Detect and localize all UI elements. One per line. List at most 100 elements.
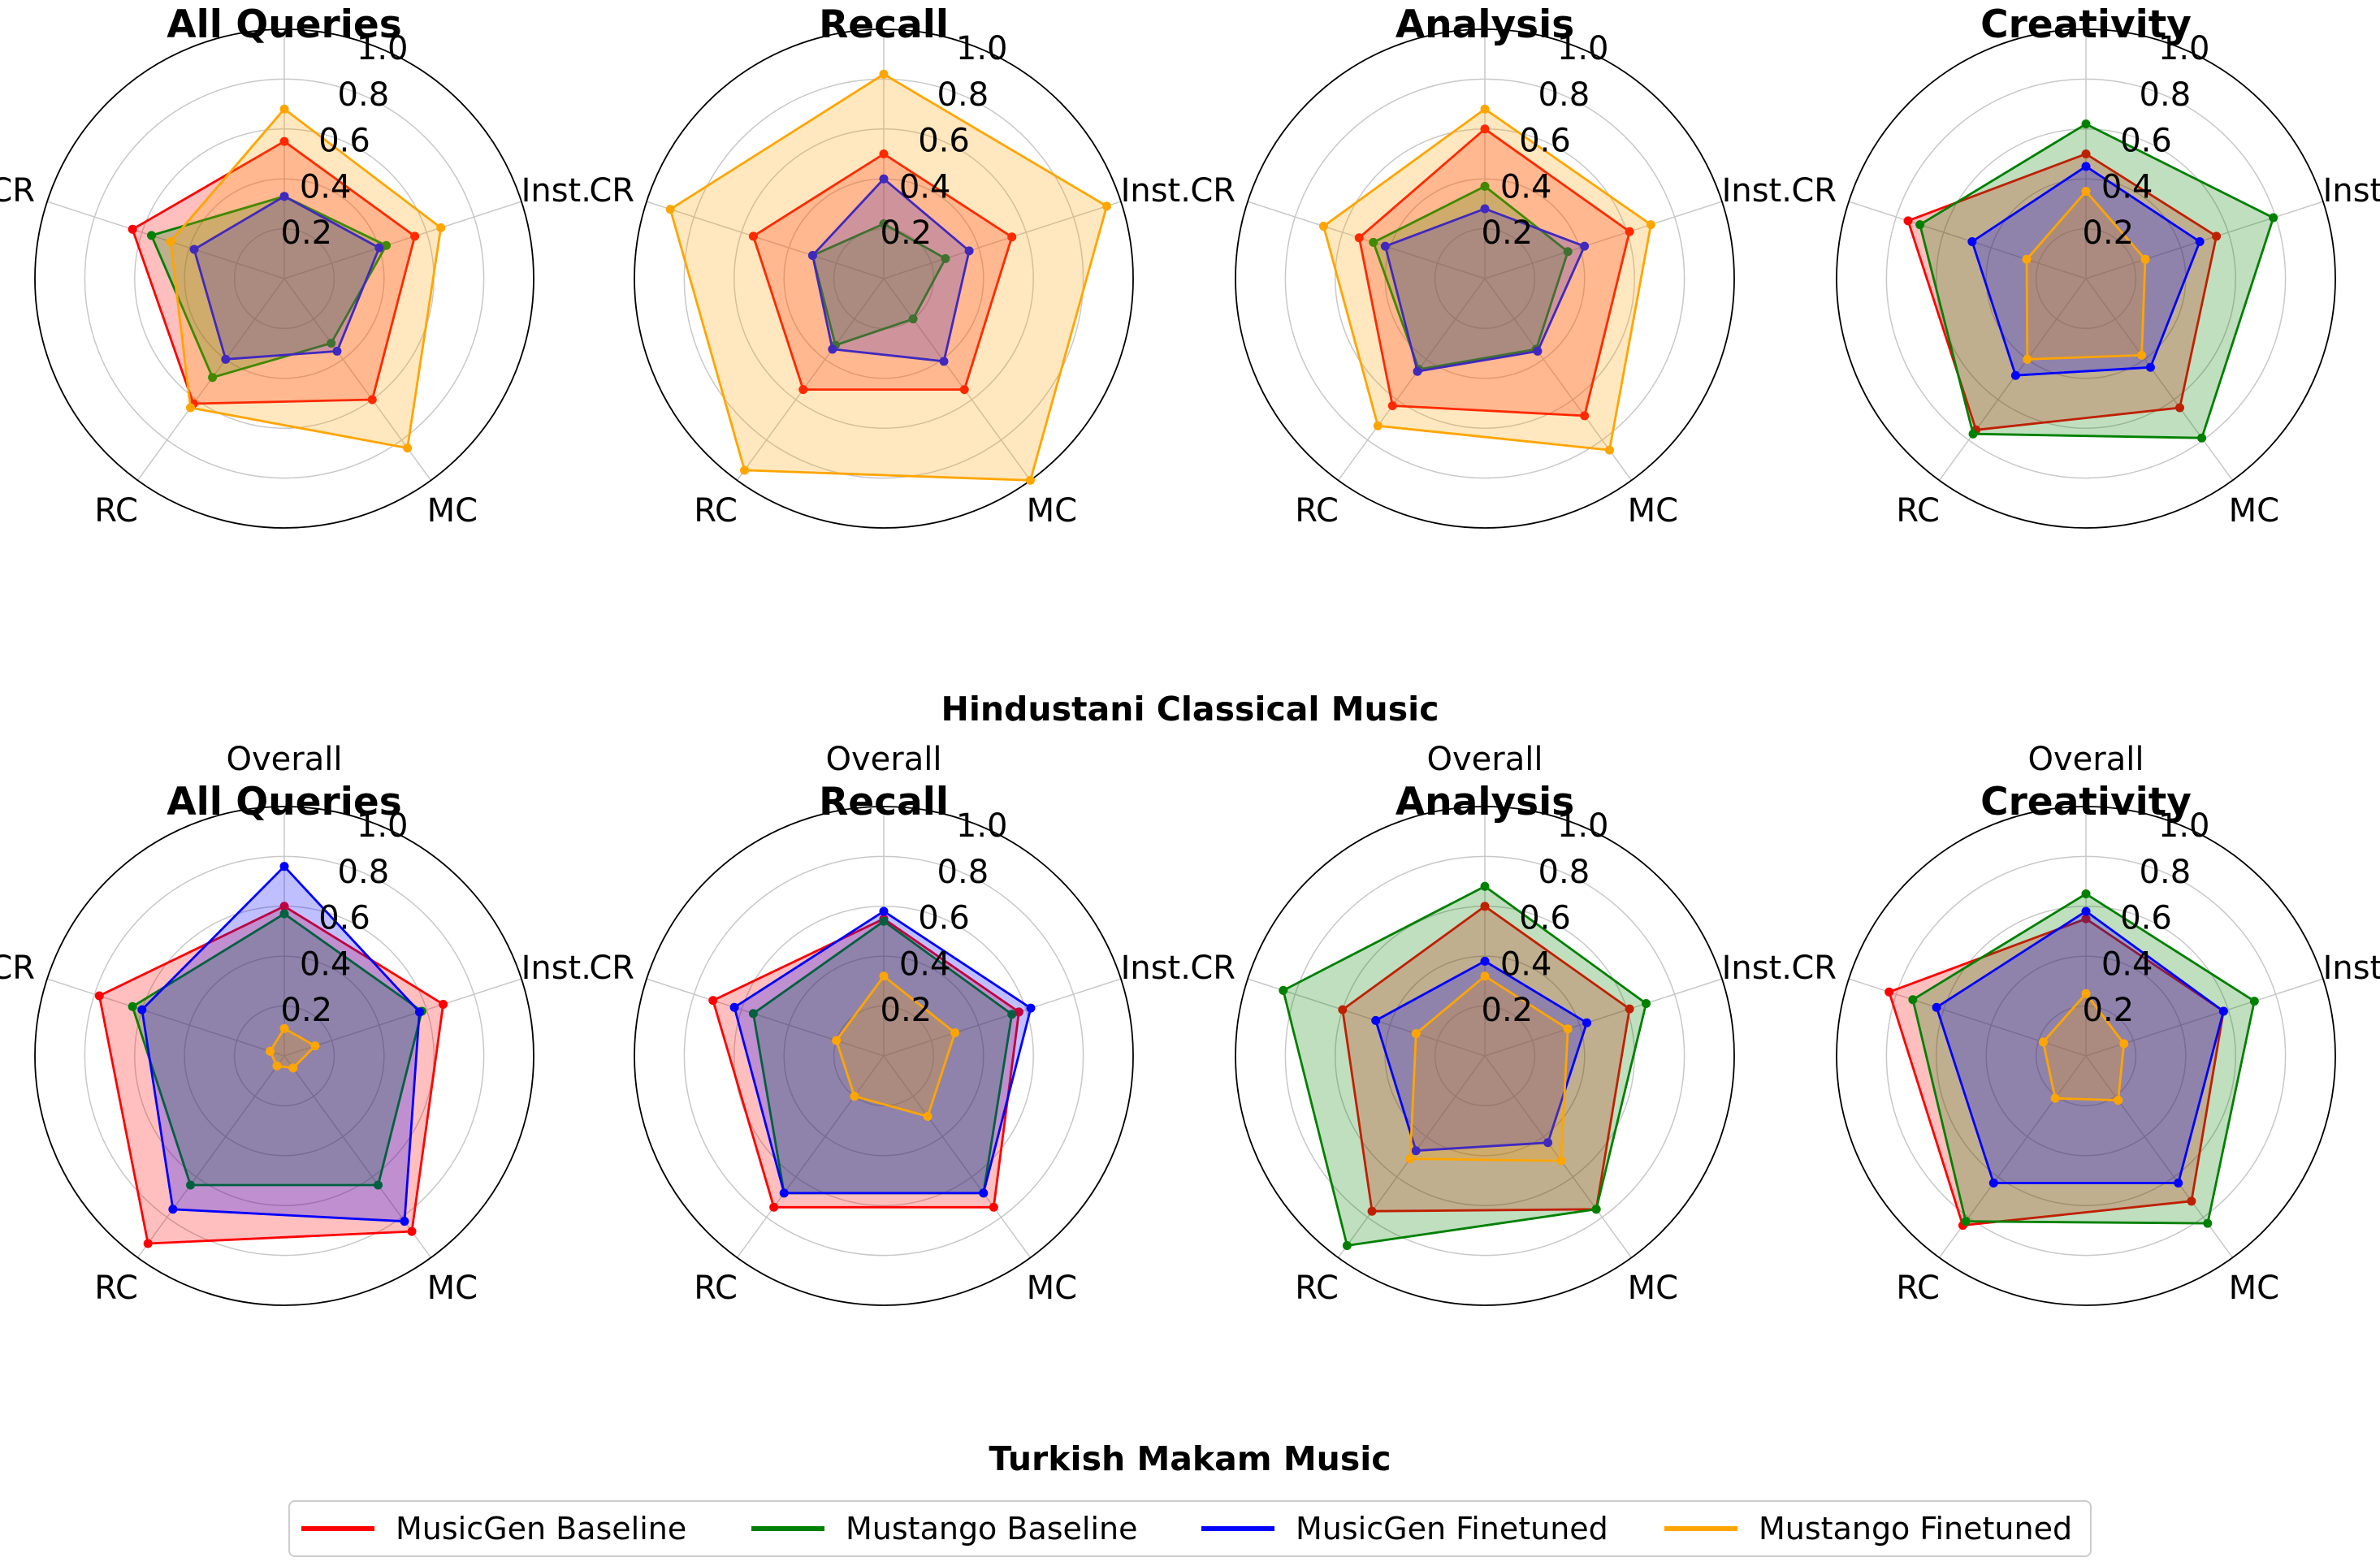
point-mustango-baseline-mc — [2197, 433, 2207, 443]
point-mustango-finetuned-rc — [1373, 421, 1383, 430]
point-musicgen-finetuned-inst — [414, 1007, 424, 1017]
point-mustango-finetuned-cr — [166, 236, 175, 246]
legend-label-musicgen-baseline: MusicGen Baseline — [396, 1511, 687, 1547]
point-musicgen-finetuned-mc — [939, 357, 949, 366]
spoke-rc — [136, 1055, 285, 1258]
tick-label: 0.6 — [2120, 900, 2172, 937]
legend-label-mustango-finetuned: Mustango Finetuned — [1759, 1511, 2073, 1547]
outer-circle — [1235, 806, 1735, 1306]
point-mustango-baseline-cr — [748, 1009, 758, 1019]
point-mustango-baseline-rc — [1968, 429, 1978, 439]
point-mustango-baseline-cr — [1915, 220, 1925, 230]
axis-label-mc: MC — [1027, 1270, 1077, 1307]
point-mustango-finetuned-inst — [950, 1028, 960, 1038]
series-musicgen-finetuned — [1384, 207, 1586, 373]
point-musicgen-finetuned-cr — [189, 244, 199, 254]
point-mustango-baseline-cr — [128, 1001, 137, 1011]
tick-label: 0.8 — [1538, 854, 1590, 891]
point-mustango-finetuned-cr — [1318, 221, 1328, 231]
point-mustango-baseline-cr — [1279, 985, 1288, 995]
point-musicgen-finetuned-cr — [729, 1002, 739, 1012]
point-musicgen-baseline-rc — [143, 1239, 153, 1248]
series-musicgen-finetuned — [141, 865, 421, 1223]
point-mustango-baseline-inst — [1642, 998, 1651, 1008]
point-musicgen-baseline-overall — [1480, 902, 1490, 911]
series-mustango-finetuned — [1409, 975, 1569, 1162]
series-mustango-finetuned — [2041, 992, 2126, 1101]
point-musicgen-baseline-inst — [2212, 231, 2222, 241]
legend-item-musicgen-finetuned: MusicGen Finetuned — [1201, 1502, 1608, 1555]
point-musicgen-baseline-overall — [2081, 149, 2091, 158]
point-mustango-finetuned-overall — [1480, 104, 1490, 114]
point-musicgen-finetuned-inst — [1582, 1018, 1592, 1027]
point-musicgen-finetuned-inst — [2195, 236, 2205, 246]
axis-label-mc: MC — [2229, 1270, 2279, 1307]
point-mustango-baseline-rc — [1961, 1217, 1971, 1226]
point-musicgen-baseline-inst — [1625, 227, 1634, 236]
tick-label: 0.4 — [1500, 168, 1552, 205]
outer-circle — [34, 806, 534, 1306]
series-musicgen-baseline — [131, 140, 417, 405]
series-mustango-baseline — [1911, 893, 2256, 1225]
point-mustango-baseline-mc — [1591, 1205, 1601, 1214]
series-mustango-finetuned — [169, 107, 443, 449]
chart-title: All Queries — [167, 2, 401, 47]
point-musicgen-finetuned-inst — [1580, 241, 1590, 251]
axis-label-cr: CR — [1190, 172, 1235, 210]
axis-label-rc: RC — [1896, 492, 1940, 530]
legend-swatch-musicgen-baseline — [301, 1526, 374, 1531]
tick-label: 0.2 — [1482, 992, 1534, 1029]
point-musicgen-finetuned-rc — [2010, 370, 2020, 380]
axis-label-mc: MC — [1628, 1270, 1678, 1307]
point-mustango-baseline-mc — [373, 1180, 383, 1190]
point-mustango-finetuned-overall — [2081, 187, 2091, 197]
point-mustango-baseline-rc — [1342, 1240, 1352, 1250]
axis-label-cr: CR — [1791, 172, 1837, 210]
axis-label-cr: CR — [0, 950, 35, 987]
point-mustango-finetuned-mc — [2114, 1096, 2123, 1105]
point-mustango-finetuned-rc — [2050, 1093, 2060, 1103]
axis-label-rc: RC — [94, 492, 138, 530]
point-mustango-finetuned-mc — [1556, 1156, 1566, 1166]
point-musicgen-finetuned-mc — [979, 1188, 989, 1198]
point-mustango-finetuned-mc — [923, 1112, 933, 1122]
point-mustango-baseline-overall — [2081, 119, 2091, 129]
tick-label: 0.2 — [881, 214, 933, 252]
axis-label-cr: CR — [0, 172, 35, 210]
spoke-cr — [646, 201, 885, 279]
tick-label: 0.4 — [300, 945, 352, 983]
point-mustango-baseline-cr — [1908, 995, 1918, 1005]
point-mustango-finetuned-cr — [832, 1036, 842, 1045]
tick-label: 0.8 — [338, 76, 390, 114]
point-mustango-baseline-inst — [1007, 1010, 1017, 1019]
radar-chart-3: 0.2 0.4 0.6 0.8 1.0 Overall Inst. MC RC CR Analysi… — [1190, 0, 1792, 530]
radar-chart-1: 0.2 0.4 0.6 0.8 1.0 Overall Inst. MC RC CR All Que… — [0, 0, 591, 530]
outer-circle — [1235, 28, 1735, 529]
point-mustango-finetuned-inst — [1563, 1024, 1573, 1034]
spoke-inst — [1484, 201, 1723, 279]
tick-label: 0.2 — [2083, 992, 2135, 1029]
series-musicgen-baseline — [1357, 128, 1631, 417]
section-title-turkish: Turkish Makam Music — [989, 1439, 1391, 1478]
tick-label: 0.6 — [318, 900, 370, 937]
point-musicgen-finetuned-overall — [1480, 204, 1490, 214]
chart-title: Creativity — [1980, 780, 2192, 824]
point-mustango-baseline-cr — [1369, 237, 1378, 247]
legend-item-musicgen-baseline: MusicGen Baseline — [301, 1502, 686, 1555]
point-mustango-finetuned-inst — [1646, 220, 1655, 230]
series-musicgen-baseline — [1341, 905, 1631, 1213]
axis-label-inst: Inst. — [1121, 172, 1191, 210]
spoke-inst — [883, 978, 1122, 1057]
tick-label: 0.6 — [918, 900, 970, 937]
point-musicgen-baseline-mc — [989, 1202, 998, 1212]
point-musicgen-finetuned-overall — [2081, 906, 2091, 916]
tick-label: 0.4 — [899, 168, 951, 205]
point-mustango-finetuned-overall — [279, 1023, 289, 1033]
point-musicgen-finetuned-rc — [168, 1205, 178, 1214]
tick-label: 0.8 — [2140, 854, 2192, 891]
axis-label-rc: RC — [94, 1270, 138, 1307]
point-musicgen-finetuned-overall — [279, 862, 289, 872]
tick-label: 0.4 — [300, 168, 352, 205]
point-mustango-finetuned-rc — [2023, 354, 2032, 364]
axis-label-rc: RC — [1896, 1270, 1940, 1307]
